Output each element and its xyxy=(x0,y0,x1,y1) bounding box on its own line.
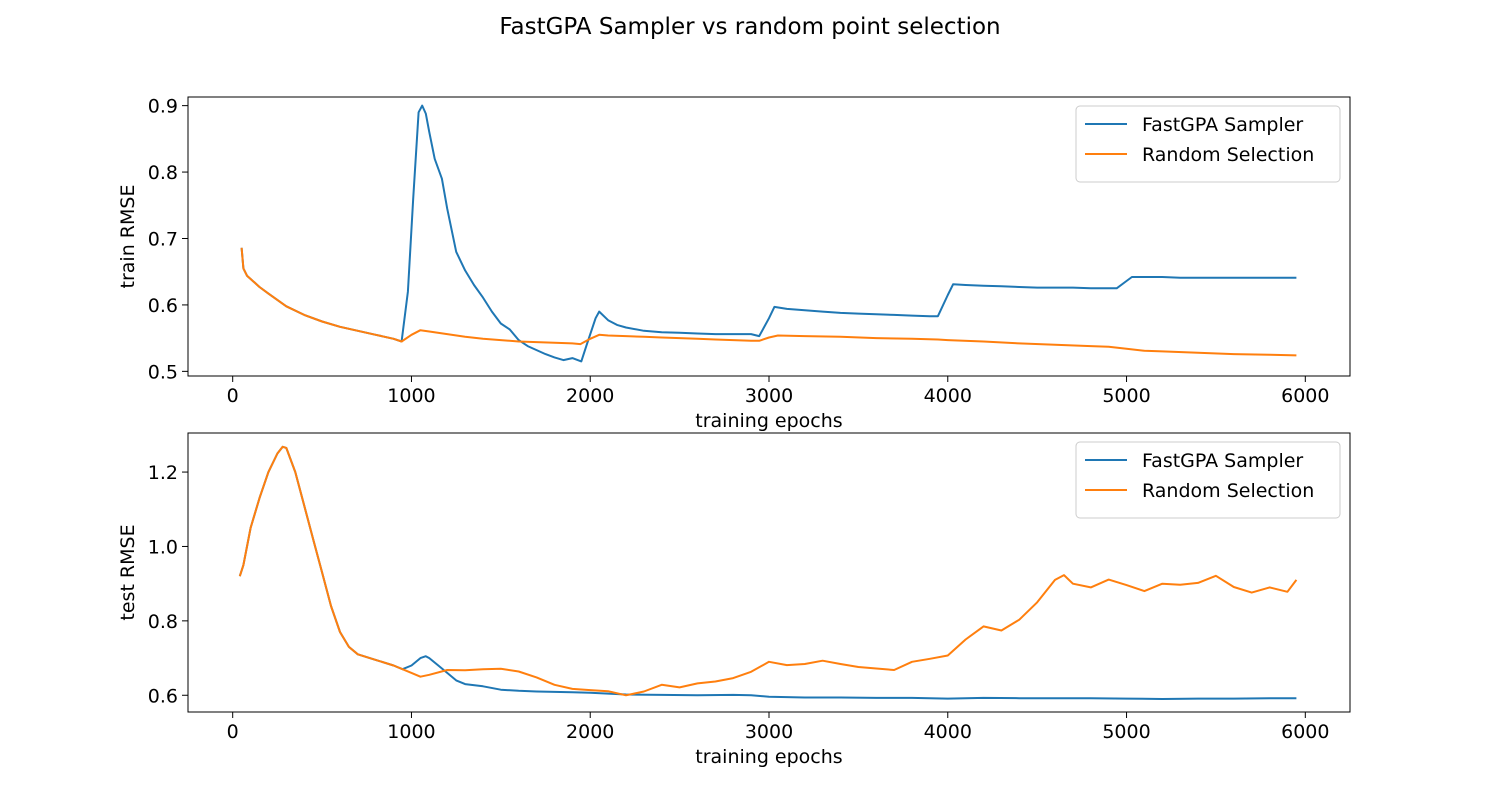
series-line-fastgpa xyxy=(240,104,1297,363)
series-line-random xyxy=(238,445,1298,697)
y-tick-label: 0.8 xyxy=(148,162,178,184)
legend: FastGPA Sampler Random Selection xyxy=(1075,441,1341,519)
y-axis-label: test RMSE xyxy=(117,524,139,620)
y-tick-label: 0.6 xyxy=(148,685,178,707)
x-tick-label: 5000 xyxy=(1102,385,1150,407)
chart-panel-2: 0 1000 2000 3000 4000 5000 6000 0.6 0.8 1.0 1.2 tra… xyxy=(117,432,1351,768)
y-tick-label: 1.2 xyxy=(148,462,178,484)
x-axis-label: training epochs xyxy=(695,410,842,432)
y-tick-label: 0.8 xyxy=(148,611,178,633)
legend-box xyxy=(1075,441,1341,519)
y-axis-label: train RMSE xyxy=(117,185,139,289)
x-tick-label: 0 xyxy=(227,721,239,743)
chart-panel-1: 0 1000 2000 3000 4000 5000 6000 0.5 0.6 0.7 0.8 0.9… xyxy=(117,96,1351,432)
y-tick-label: 0.5 xyxy=(148,361,178,383)
x-tick-label: 4000 xyxy=(924,721,972,743)
x-tick-label: 2000 xyxy=(566,721,614,743)
y-tick-label: 0.9 xyxy=(148,96,178,118)
x-tick-label: 5000 xyxy=(1102,721,1150,743)
y-tick-label: 0.7 xyxy=(148,228,178,250)
x-tick-label: 0 xyxy=(227,385,239,407)
legend-label-fastgpa: FastGPA Sampler xyxy=(1142,114,1303,136)
x-tick-label: 4000 xyxy=(924,385,972,407)
legend-label-random: Random Selection xyxy=(1142,144,1314,166)
legend-label-random: Random Selection xyxy=(1142,480,1314,502)
y-tick-label: 0.6 xyxy=(148,295,178,317)
series-line-random xyxy=(240,247,1297,357)
x-tick-label: 2000 xyxy=(566,385,614,407)
y-tick-label: 1.0 xyxy=(148,536,178,558)
x-tick-label: 3000 xyxy=(745,721,793,743)
legend: FastGPA Sampler Random Selection xyxy=(1075,105,1341,183)
x-tick-label: 1000 xyxy=(387,385,435,407)
figure-title: FastGPA Sampler vs random point selectio… xyxy=(499,14,1000,40)
x-tick-label: 6000 xyxy=(1281,385,1329,407)
x-tick-label: 3000 xyxy=(745,385,793,407)
x-axis-label: training epochs xyxy=(695,746,842,768)
x-tick-label: 6000 xyxy=(1281,721,1329,743)
legend-box xyxy=(1075,105,1341,183)
x-tick-label: 1000 xyxy=(387,721,435,743)
legend-label-fastgpa: FastGPA Sampler xyxy=(1142,450,1303,472)
